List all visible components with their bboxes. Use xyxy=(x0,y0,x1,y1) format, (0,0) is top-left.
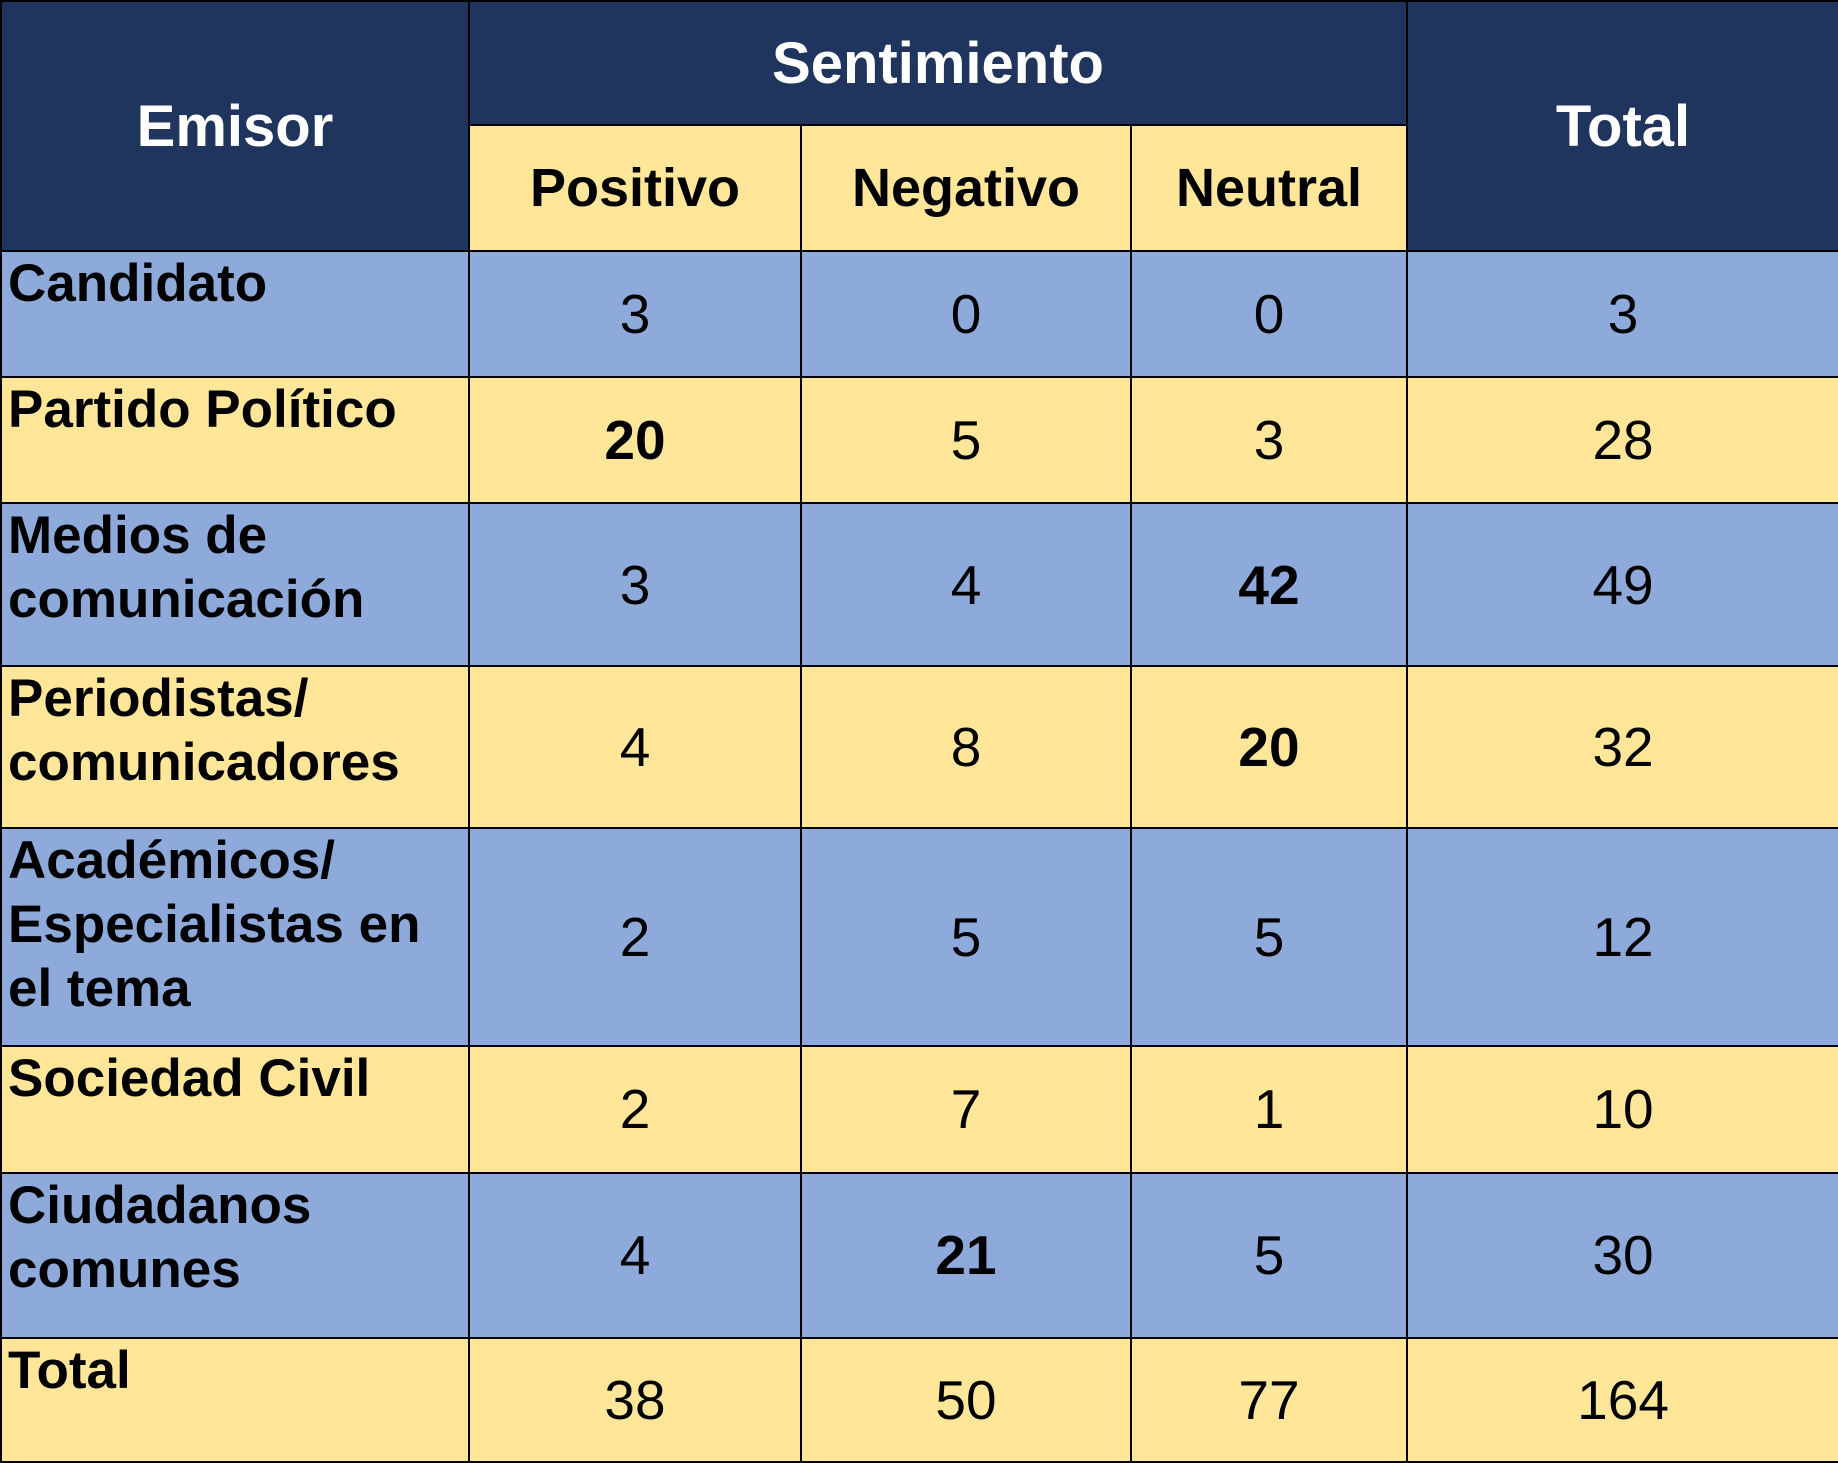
value-cell-positivo: 3 xyxy=(468,249,802,379)
row-label: Candidato xyxy=(0,249,470,379)
table-row: Académicos/ Especialistas en el tema 2 5 5 1… xyxy=(0,826,1838,1048)
table-row: Medios de comunicación 3 4 42 49 xyxy=(0,502,1838,667)
row-label: Ciudadanos comunes xyxy=(0,1171,470,1339)
row-label: Académicos/ Especialistas en el tema xyxy=(0,826,470,1048)
value-cell-neutral: 20 xyxy=(1129,664,1409,829)
table-row: Total 38 50 77 164 xyxy=(0,1336,1838,1463)
value-cell-negativo: 5 xyxy=(800,376,1132,505)
header-neutral: Neutral xyxy=(1129,124,1409,252)
total-cell: 3 xyxy=(1406,249,1838,379)
value-cell-negativo: 50 xyxy=(800,1336,1132,1463)
value-cell-positivo: 3 xyxy=(468,502,802,667)
total-cell: 12 xyxy=(1406,826,1838,1048)
row-label: Partido Político xyxy=(0,376,470,505)
header-negativo: Negativo xyxy=(800,124,1132,252)
value-cell-neutral: 1 xyxy=(1129,1045,1409,1174)
table-row: Periodistas/ comunicadores 4 8 20 32 xyxy=(0,664,1838,829)
value-cell-negativo: 7 xyxy=(800,1045,1132,1174)
value-cell-positivo: 4 xyxy=(468,664,802,829)
total-cell: 30 xyxy=(1406,1171,1838,1339)
value-cell-neutral: 5 xyxy=(1129,1171,1409,1339)
value-cell-positivo: 2 xyxy=(468,826,802,1048)
value-cell-neutral: 77 xyxy=(1129,1336,1409,1463)
value-cell-positivo: 2 xyxy=(468,1045,802,1174)
total-cell: 10 xyxy=(1406,1045,1838,1174)
table-row: Sociedad Civil 2 7 1 10 xyxy=(0,1045,1838,1174)
total-cell: 28 xyxy=(1406,376,1838,505)
header-positivo: Positivo xyxy=(468,124,802,252)
row-label: Total xyxy=(0,1336,470,1463)
header-emisor: Emisor xyxy=(0,0,470,252)
header-sentimiento: Sentimiento xyxy=(467,0,1409,126)
value-cell-positivo: 20 xyxy=(468,376,802,505)
table-row: Partido Político 20 5 3 28 xyxy=(0,376,1838,505)
value-cell-neutral: 0 xyxy=(1129,249,1409,379)
header-total: Total xyxy=(1406,0,1838,252)
value-cell-negativo: 4 xyxy=(800,502,1132,667)
value-cell-neutral: 42 xyxy=(1129,502,1409,667)
total-cell: 164 xyxy=(1406,1336,1838,1463)
value-cell-negativo: 0 xyxy=(800,249,1132,379)
value-cell-positivo: 4 xyxy=(468,1171,802,1339)
total-cell: 32 xyxy=(1406,664,1838,829)
row-label: Medios de comunicación xyxy=(0,502,470,667)
value-cell-neutral: 3 xyxy=(1129,376,1409,505)
value-cell-negativo: 21 xyxy=(800,1171,1132,1339)
value-cell-positivo: 38 xyxy=(468,1336,802,1463)
total-cell: 49 xyxy=(1406,502,1838,667)
row-label: Sociedad Civil xyxy=(0,1045,470,1174)
value-cell-negativo: 8 xyxy=(800,664,1132,829)
value-cell-neutral: 5 xyxy=(1129,826,1409,1048)
table-row: Candidato 3 0 0 3 xyxy=(0,249,1838,379)
value-cell-negativo: 5 xyxy=(800,826,1132,1048)
row-label: Periodistas/ comunicadores xyxy=(0,664,470,829)
table-row: Ciudadanos comunes 4 21 5 30 xyxy=(0,1171,1838,1339)
